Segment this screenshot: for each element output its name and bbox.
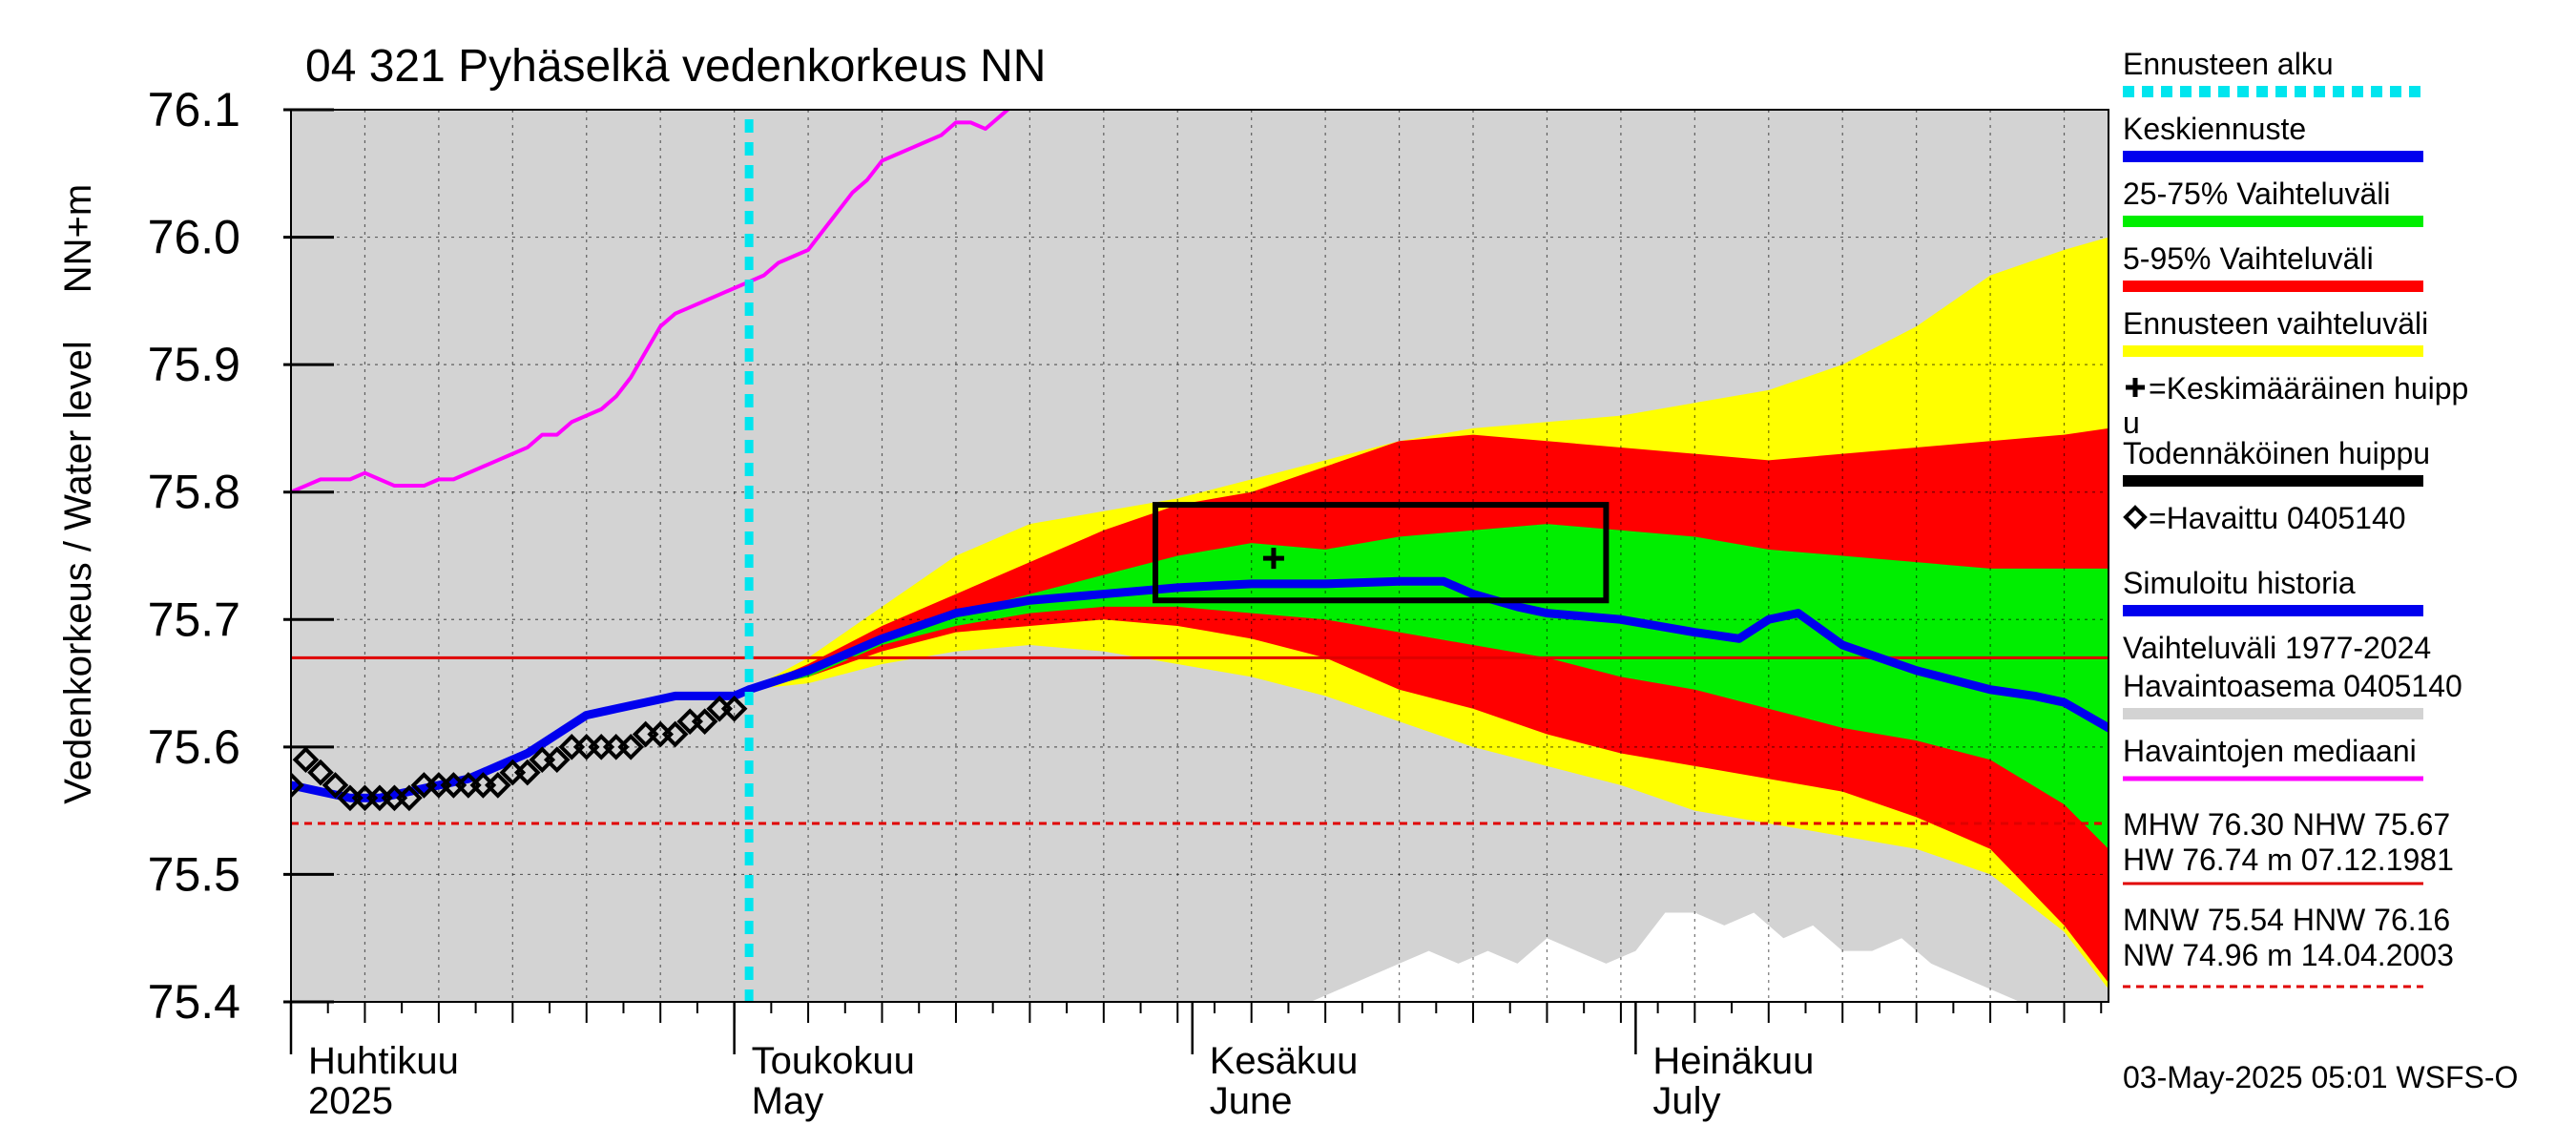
chart-title: 04 321 Pyhäselkä vedenkorkeus NN [305,41,1046,92]
legend-label: Vaihteluväli 1977-2024 [2123,631,2431,665]
observed-point [396,784,423,812]
observed-point [291,772,304,799]
legend-label: Havaintojen mediaani [2123,734,2417,768]
legend-label: =Havaittu 0405140 [2149,501,2406,535]
legend-label-continued: u [2123,406,2140,440]
x-month-label: Huhtikuu [308,1040,459,1082]
legend-label-continued: Havaintoasema 0405140 [2123,669,2462,703]
y-tick-label: 75.7 [148,593,240,646]
stats-line-1: MHW 76.30 NHW 75.67 [2123,807,2450,842]
observed-point [307,759,334,786]
observed-point [661,720,689,748]
station-range-white-area [1310,912,2109,1002]
x-month-sublabel: May [752,1080,824,1122]
legend-label: =Keskimääräinen huipp [2149,371,2468,406]
legend-label: Todennäköinen huippu [2123,436,2430,470]
x-month-label: Heinäkuu [1652,1040,1814,1082]
stats-line-4: NW 74.96 m 14.04.2003 [2123,938,2454,972]
observed-point [292,746,320,774]
y-axis-label: Vedenkorkeus / Water level [57,341,99,803]
legend-label: Simuloitu historia [2123,566,2356,600]
band-25-75 [749,524,2109,849]
x-month-sublabel: July [1652,1080,1720,1122]
x-month-label: Kesäkuu [1210,1040,1359,1082]
y-tick-label: 76.0 [148,211,240,264]
legend-label: 25-75% Vaihteluväli [2123,177,2390,211]
stats-line-2: HW 76.74 m 07.12.1981 [2123,843,2454,877]
probable-peak-box [1153,502,1610,604]
mean-forecast-line [744,576,2109,733]
y-tick-label: 75.4 [148,975,240,1029]
observed-point [720,695,748,722]
y-tick-label: 76.1 [148,83,240,136]
plot-border [290,109,2109,1003]
legend-label: Ennusteen alku [2123,47,2334,81]
observed-point [691,708,718,735]
mean-peak-marker [1262,548,1284,570]
legend-marker-diamond [2123,505,2148,530]
footer-timestamp: 03-May-2025 05:01 WSFS-O [2123,1060,2518,1094]
stats-line-3: MNW 75.54 HNW 76.16 [2123,903,2450,937]
median-observation-line [291,110,1011,494]
legend-label: Keskiennuste [2123,112,2306,146]
y-tick-label: 75.8 [148,466,240,519]
observed-point [322,772,349,799]
observed-point [485,772,511,799]
observed-point [513,759,541,786]
observed-point [543,746,571,774]
y-tick-label: 75.5 [148,847,240,901]
y-tick-label: 75.9 [148,338,240,391]
y-tick-label: 75.6 [148,720,240,774]
x-month-sublabel: 2025 [308,1080,393,1122]
legend-label: 5-95% Vaihteluväli [2123,241,2374,276]
x-month-sublabel: June [1210,1080,1293,1122]
legend-label: Ennusteen vaihteluväli [2123,306,2428,341]
legend-marker-plus [2126,378,2145,397]
x-month-label: Toukokuu [752,1040,915,1082]
y-axis-unit: NN+m [57,184,99,293]
observed-point [617,734,645,760]
